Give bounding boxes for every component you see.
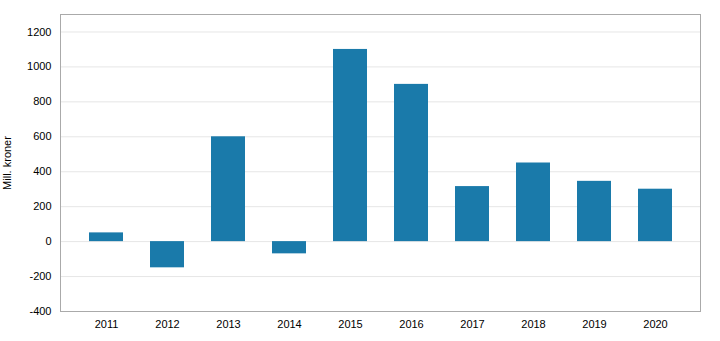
svg-text:400: 400 — [33, 165, 51, 177]
svg-text:2019: 2019 — [582, 318, 606, 330]
svg-text:1000: 1000 — [27, 60, 51, 72]
svg-text:2014: 2014 — [277, 318, 301, 330]
svg-text:2015: 2015 — [338, 318, 362, 330]
svg-text:Mill. kroner: Mill. kroner — [1, 136, 13, 190]
svg-text:200: 200 — [33, 200, 51, 212]
svg-text:2016: 2016 — [399, 318, 423, 330]
svg-text:-400: -400 — [29, 305, 51, 317]
svg-text:0: 0 — [45, 235, 51, 247]
svg-text:2012: 2012 — [155, 318, 179, 330]
svg-text:2017: 2017 — [460, 318, 484, 330]
svg-text:2020: 2020 — [643, 318, 667, 330]
svg-text:800: 800 — [33, 95, 51, 107]
svg-text:600: 600 — [33, 130, 51, 142]
svg-text:1200: 1200 — [27, 25, 51, 37]
svg-text:2013: 2013 — [216, 318, 240, 330]
svg-text:2011: 2011 — [95, 318, 119, 330]
svg-text:-200: -200 — [29, 270, 51, 282]
svg-text:2018: 2018 — [521, 318, 545, 330]
